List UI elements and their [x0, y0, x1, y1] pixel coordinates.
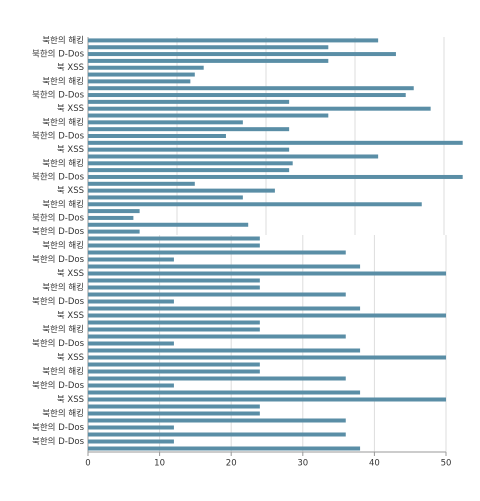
bar: [88, 52, 396, 57]
bar: [88, 93, 406, 98]
bar: [88, 306, 361, 311]
bar: [88, 369, 260, 374]
y-tick-label: 북한의 D-Dos: [32, 49, 85, 60]
bar: [88, 320, 260, 325]
bar: [88, 341, 174, 346]
y-tick-label: 북한의 D-Dos: [32, 226, 85, 237]
bar: [88, 348, 361, 353]
bar: [88, 181, 195, 186]
y-tick-label: 북한의 D-Dos: [32, 296, 85, 307]
bar: [88, 404, 260, 409]
x-tick-label: 0: [85, 459, 90, 469]
y-tick-label: 북 XSS: [57, 269, 84, 279]
y-tick-label: 북한의 해킹: [42, 324, 84, 335]
bar: [88, 390, 361, 395]
bar: [88, 86, 414, 91]
x-tick-label: 10: [154, 459, 165, 469]
y-tick-label: 북한의 해킹: [42, 366, 84, 377]
bar: [88, 168, 290, 173]
bar: [88, 397, 446, 402]
bar: [88, 236, 260, 241]
y-tick-label: 북한의 해킹: [42, 240, 84, 251]
bar: [88, 264, 361, 269]
bar: [88, 432, 346, 437]
y-tick-label: 북 XSS: [57, 311, 84, 321]
y-tick-label: 북한의 해킹: [42, 76, 84, 87]
y-tick-label: 북한의 D-Dos: [32, 171, 85, 182]
y-tick-label: 북한의 해킹: [42, 35, 84, 46]
bar: [88, 222, 249, 227]
bar: [88, 439, 174, 444]
y-tick-label: 북한의 해킹: [42, 117, 84, 128]
y-tick-label: 북 XSS: [57, 353, 84, 363]
y-tick-label: 북한의 D-Dos: [32, 380, 85, 391]
bar: [88, 161, 293, 166]
bar: [88, 209, 140, 214]
bar: [88, 154, 379, 159]
y-tick-label: 북 XSS: [57, 395, 84, 405]
bar: [88, 292, 346, 297]
bar: [88, 250, 346, 255]
bar: [88, 313, 446, 318]
bar: [88, 418, 346, 423]
y-tick-label: 북한의 해킹: [42, 282, 84, 293]
bar: [88, 188, 275, 193]
bar: [88, 195, 243, 200]
bar: [88, 271, 446, 276]
y-tick-label: 북한의 D-Dos: [32, 338, 85, 349]
bar: [88, 147, 290, 152]
y-tick-label: 북한의 D-Dos: [32, 436, 85, 447]
y-tick-label: 북한의 D-Dos: [32, 212, 85, 223]
y-tick-label: 북한의 해킹: [42, 199, 84, 210]
bar: [88, 355, 446, 360]
bar: [88, 446, 361, 451]
bar: [88, 174, 463, 179]
bar: [88, 299, 174, 304]
bar: [88, 45, 329, 50]
y-tick-label: 북 XSS: [57, 145, 84, 155]
bar: [88, 376, 346, 381]
x-tick-label: 30: [297, 459, 308, 469]
bar: [88, 411, 260, 416]
bar: [88, 140, 463, 145]
bar: [88, 65, 204, 70]
y-tick-label: 북 XSS: [57, 104, 84, 114]
bar: [88, 113, 329, 118]
bar: [88, 72, 195, 77]
bar: [88, 425, 174, 430]
bar: [88, 202, 422, 207]
y-tick-label: 북한의 D-Dos: [32, 422, 85, 433]
x-tick-label: 20: [226, 459, 237, 469]
y-tick-label: 북 XSS: [57, 63, 84, 73]
bar: [88, 327, 260, 332]
bar: [88, 362, 260, 367]
bar: [88, 257, 174, 262]
bar: [88, 38, 379, 43]
bar: [88, 134, 226, 138]
y-tick-label: 북한의 D-Dos: [32, 131, 85, 142]
x-tick-label: 50: [441, 459, 452, 469]
bar: [88, 383, 174, 388]
bar: [88, 243, 260, 248]
y-tick-label: 북한의 D-Dos: [32, 254, 85, 265]
bar: [88, 120, 243, 125]
bar: [88, 58, 329, 63]
y-tick-label: 북한의 해킹: [42, 408, 84, 419]
bar: [88, 334, 346, 339]
bar: [88, 229, 140, 234]
bar: [88, 99, 290, 104]
bar: [88, 215, 134, 220]
bar: [88, 278, 260, 283]
y-tick-label: 북 XSS: [57, 186, 84, 196]
bar: [88, 106, 431, 111]
y-tick-label: 북한의 해킹: [42, 158, 84, 169]
x-tick-label: 40: [369, 459, 380, 469]
bar: [88, 285, 260, 290]
bar: [88, 127, 290, 132]
bar: [88, 79, 191, 84]
y-tick-label: 북한의 D-Dos: [32, 90, 85, 101]
